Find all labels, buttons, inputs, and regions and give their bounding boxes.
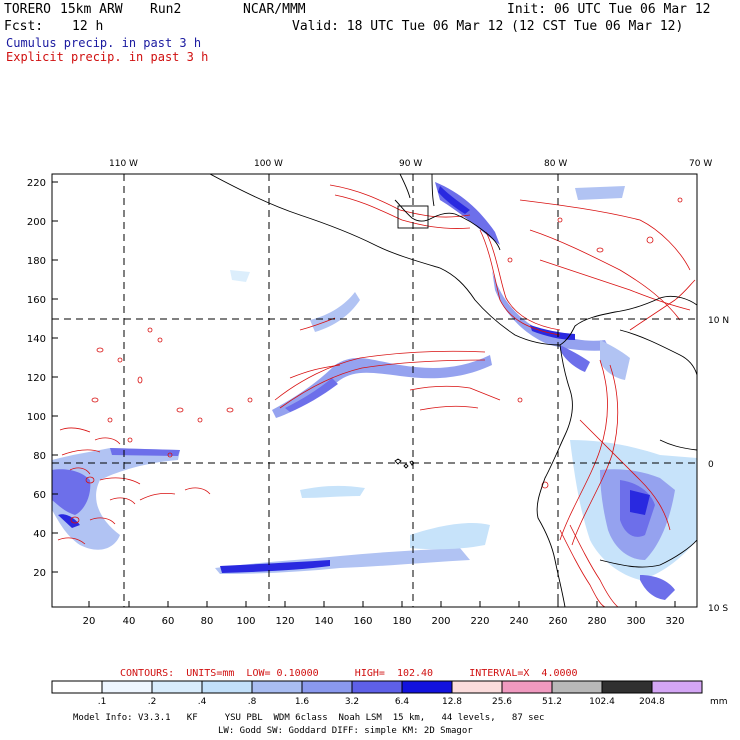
lon-label-90w: 90 W <box>399 159 422 169</box>
x-tick-320: 320 <box>665 616 684 627</box>
color-bar-swatch <box>501 680 553 694</box>
color-bar-label: 102.4 <box>589 697 615 707</box>
x-tick-60: 60 <box>162 616 175 627</box>
organization: NCAR/MMM <box>243 2 306 17</box>
y-tick-120: 120 <box>27 373 46 384</box>
x-tick-80: 80 <box>201 616 214 627</box>
resolution: 15km ARW <box>60 2 123 17</box>
x-tick-220: 220 <box>470 616 489 627</box>
x-tick-20: 20 <box>83 616 96 627</box>
color-bar-swatch <box>401 680 453 694</box>
lon-label-100w: 100 W <box>254 159 283 169</box>
color-bar-swatch <box>351 680 403 694</box>
explicit-precip-contours <box>57 184 696 607</box>
color-bar-label: .8 <box>248 697 257 707</box>
lon-label-70w: 70 W <box>689 159 712 169</box>
color-bar-swatch <box>451 680 503 694</box>
color-bar-swatch <box>301 680 353 694</box>
run-label: Run2 <box>150 2 182 17</box>
color-bar-label: 1.6 <box>295 697 310 707</box>
explicit-legend-line: Explicit precip. in past 3 h <box>6 50 209 64</box>
y-tick-60: 60 <box>33 490 46 501</box>
x-tick-300: 300 <box>626 616 645 627</box>
y-tick-80: 80 <box>33 451 46 462</box>
x-tick-200: 200 <box>431 616 450 627</box>
color-bar-label: .4 <box>198 697 207 707</box>
model-name: TORERO <box>4 2 51 17</box>
color-bar-unit: mm <box>710 697 728 707</box>
color-bar-label: 25.6 <box>492 697 512 707</box>
forecast-hours: 12 h <box>72 19 104 34</box>
color-bar-swatch <box>101 680 153 694</box>
x-tick-140: 140 <box>314 616 333 627</box>
x-tick-260: 260 <box>548 616 567 627</box>
color-bar-label: 6.4 <box>395 697 410 707</box>
lat-label-10s: 10 S <box>708 604 728 614</box>
color-bar-swatch <box>151 680 203 694</box>
coastlines <box>209 174 697 607</box>
lon-label-80w: 80 W <box>544 159 567 169</box>
y-tick-40: 40 <box>33 529 46 540</box>
forecast-label: Fcst: <box>4 19 44 34</box>
y-tick-180: 180 <box>27 256 46 267</box>
explicit-precip-scatter <box>70 197 683 524</box>
color-bar-label: 12.8 <box>442 697 462 707</box>
x-tick-160: 160 <box>353 616 372 627</box>
model-info-line2: LW: Godd SW: Goddard DIFF: simple KM: 2D… <box>218 726 473 736</box>
color-bar-label: 204.8 <box>639 697 665 707</box>
color-bar-swatch <box>651 680 703 694</box>
x-tick-40: 40 <box>123 616 136 627</box>
color-bar-label: .1 <box>98 697 107 707</box>
y-tick-20: 20 <box>33 568 46 579</box>
lat-label-10n: 10 N <box>708 316 729 326</box>
color-bar-label: 3.2 <box>345 697 359 707</box>
x-tick-180: 180 <box>392 616 411 627</box>
x-tick-120: 120 <box>275 616 294 627</box>
contours-info: CONTOURS: UNITS=mm LOW= 0.10000 HIGH= 10… <box>120 668 578 679</box>
color-bar-swatch <box>251 680 303 694</box>
color-bar-swatch <box>601 680 653 694</box>
lat-label-0: 0 <box>708 460 714 470</box>
x-tick-240: 240 <box>509 616 528 627</box>
color-bar-swatch <box>551 680 603 694</box>
color-bar-label: 51.2 <box>542 697 562 707</box>
color-bar-swatch <box>201 680 253 694</box>
color-bar <box>51 680 703 694</box>
color-bar-label: .2 <box>148 697 157 707</box>
map-border <box>51 173 698 608</box>
x-tick-280: 280 <box>587 616 606 627</box>
y-tick-140: 140 <box>27 334 46 345</box>
lon-label-110w: 110 W <box>109 159 138 169</box>
x-tick-100: 100 <box>236 616 255 627</box>
cumulus-precip-shading <box>52 182 697 600</box>
init-time: Init: 06 UTC Tue 06 Mar 12 <box>507 2 711 17</box>
y-tick-100: 100 <box>27 412 46 423</box>
cumulus-legend-line: Cumulus precip. in past 3 h <box>6 36 202 50</box>
y-tick-200: 200 <box>27 217 46 228</box>
model-info-line1: Model Info: V3.3.1 KF YSU PBL WDM 6class… <box>73 713 545 723</box>
valid-time: Valid: 18 UTC Tue 06 Mar 12 (12 CST Tue … <box>292 19 684 34</box>
y-tick-160: 160 <box>27 295 46 306</box>
lat-lon-grid <box>52 174 697 607</box>
y-tick-220: 220 <box>27 178 46 189</box>
color-bar-swatch <box>51 680 103 694</box>
